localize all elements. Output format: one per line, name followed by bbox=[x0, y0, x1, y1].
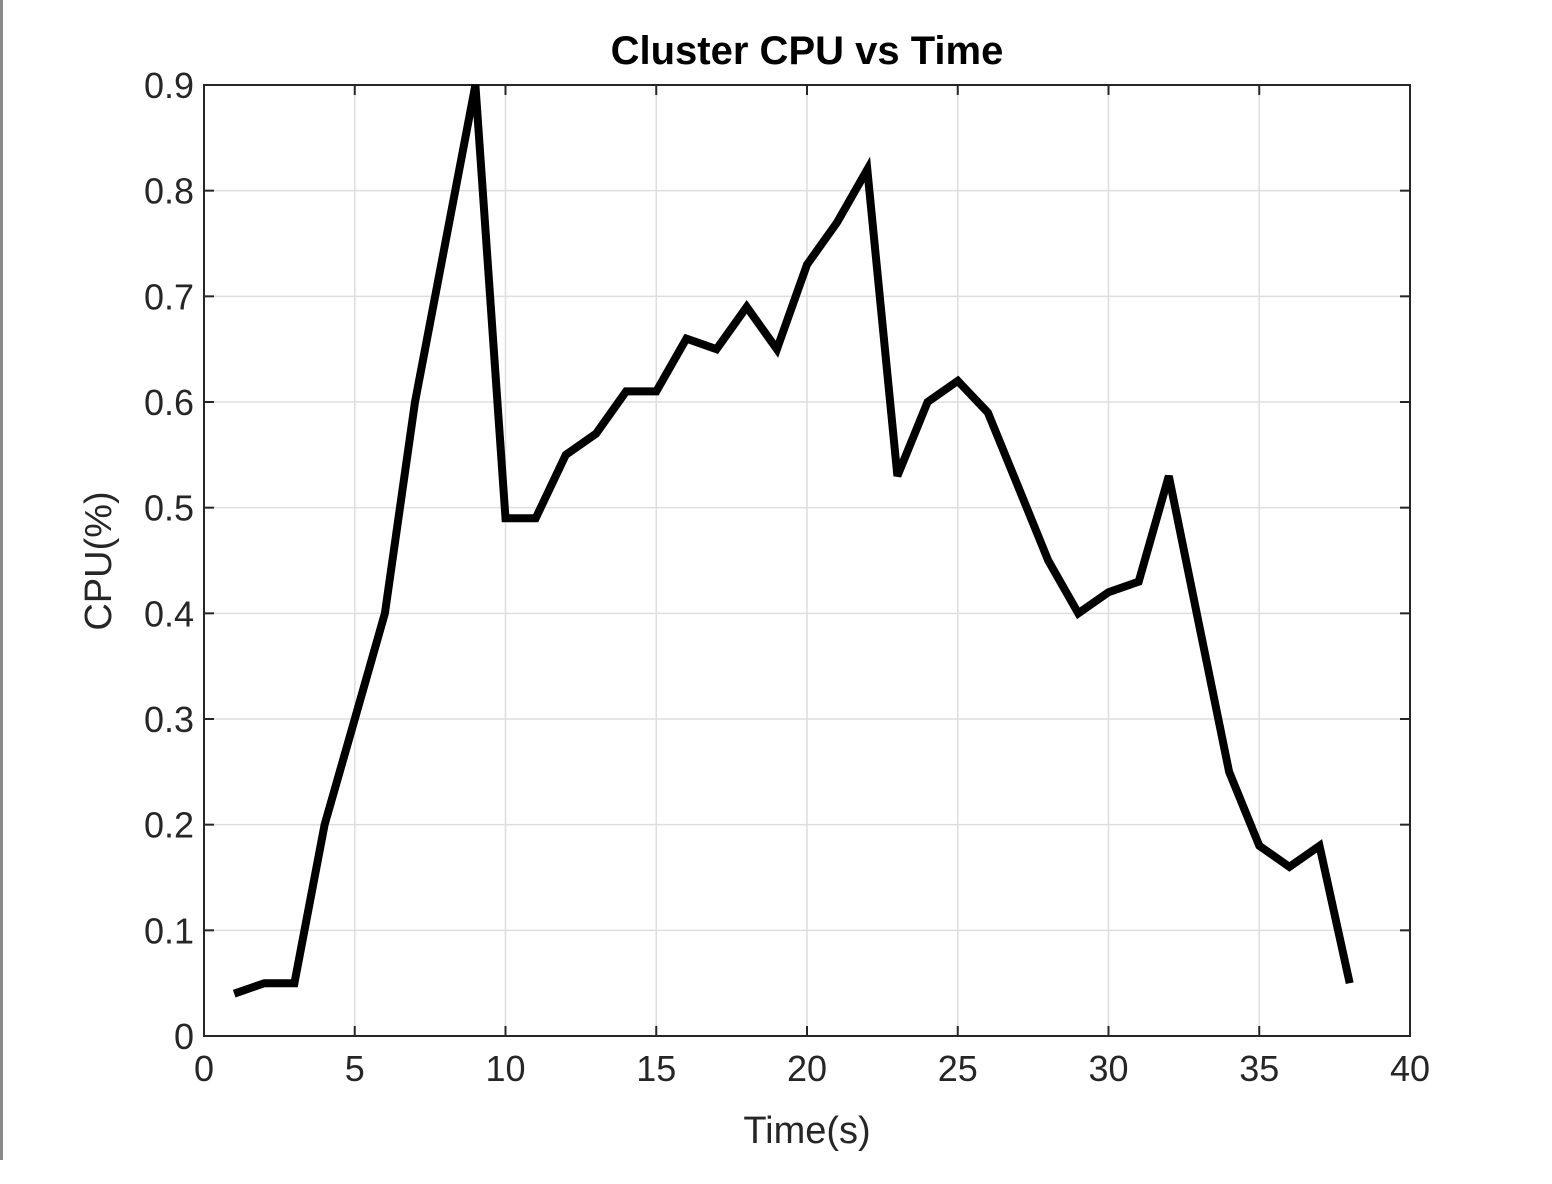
data-point bbox=[985, 410, 991, 416]
x-axis-label: Time(s) bbox=[743, 1110, 870, 1152]
data-point bbox=[503, 515, 509, 521]
data-point bbox=[231, 991, 237, 997]
data-point bbox=[864, 167, 870, 173]
x-axis-tick-labels: 0 5 10 15 20 25 30 35 40 bbox=[194, 1048, 1430, 1089]
data-point bbox=[1286, 864, 1292, 870]
x-tick-label: 5 bbox=[345, 1048, 365, 1089]
data-point bbox=[1317, 843, 1323, 849]
x-tick-label: 35 bbox=[1239, 1048, 1279, 1089]
y-tick-label: 0.1 bbox=[144, 910, 194, 951]
y-tick-label: 0.7 bbox=[144, 276, 194, 317]
data-point bbox=[261, 980, 267, 986]
data-point bbox=[472, 82, 478, 88]
x-tick-label: 10 bbox=[485, 1048, 525, 1089]
data-point bbox=[623, 388, 629, 394]
data-point bbox=[925, 399, 931, 405]
data-point bbox=[1106, 589, 1112, 595]
y-tick-label: 0.8 bbox=[144, 171, 194, 212]
window-left-edge bbox=[0, 0, 3, 1160]
cpu-series-line bbox=[232, 84, 1354, 998]
x-tick-label: 40 bbox=[1390, 1048, 1430, 1089]
data-point bbox=[1256, 843, 1262, 849]
data-point bbox=[1347, 980, 1353, 986]
data-point bbox=[1226, 769, 1232, 775]
data-point bbox=[1075, 610, 1081, 616]
x-tick-label: 25 bbox=[938, 1048, 978, 1089]
data-point bbox=[563, 452, 569, 458]
data-point bbox=[533, 515, 539, 521]
y-tick-label: 0.3 bbox=[144, 699, 194, 740]
data-point bbox=[412, 399, 418, 405]
data-point bbox=[291, 980, 297, 986]
data-point bbox=[1045, 558, 1051, 564]
y-tick-label: 0.2 bbox=[144, 805, 194, 846]
data-point bbox=[744, 304, 750, 310]
y-axis-tick-labels: 0 0.1 0.2 0.3 0.4 0.5 0.6 0.7 0.8 0.9 bbox=[144, 65, 194, 1057]
data-point bbox=[714, 346, 720, 352]
data-point bbox=[653, 388, 659, 394]
y-axis-label: CPU(%) bbox=[78, 491, 120, 630]
x-tick-label: 30 bbox=[1088, 1048, 1128, 1089]
y-tick-label: 0.5 bbox=[144, 488, 194, 529]
x-tick-label: 0 bbox=[194, 1048, 214, 1089]
data-point bbox=[1136, 579, 1142, 585]
data-point bbox=[442, 241, 448, 247]
x-tick-label: 15 bbox=[636, 1048, 676, 1089]
y-tick-label: 0.9 bbox=[144, 65, 194, 106]
data-point bbox=[834, 219, 840, 225]
data-point bbox=[774, 346, 780, 352]
grid-lines bbox=[204, 85, 1410, 1036]
data-point bbox=[322, 822, 328, 828]
chart-title: Cluster CPU vs Time bbox=[611, 29, 1004, 73]
y-tick-label: 0.4 bbox=[144, 593, 194, 634]
axis-tick-marks bbox=[203, 84, 1411, 1037]
x-tick-label: 20 bbox=[787, 1048, 827, 1089]
data-point bbox=[1196, 621, 1202, 627]
data-point bbox=[1166, 473, 1172, 479]
data-point bbox=[382, 610, 388, 616]
data-point bbox=[894, 473, 900, 479]
data-point bbox=[804, 262, 810, 268]
y-tick-label: 0.6 bbox=[144, 382, 194, 423]
data-point bbox=[683, 336, 689, 342]
y-tick-label: 0 bbox=[174, 1016, 194, 1057]
data-point bbox=[352, 716, 358, 722]
data-point bbox=[1015, 484, 1021, 490]
data-point bbox=[593, 431, 599, 437]
data-point bbox=[955, 378, 961, 384]
